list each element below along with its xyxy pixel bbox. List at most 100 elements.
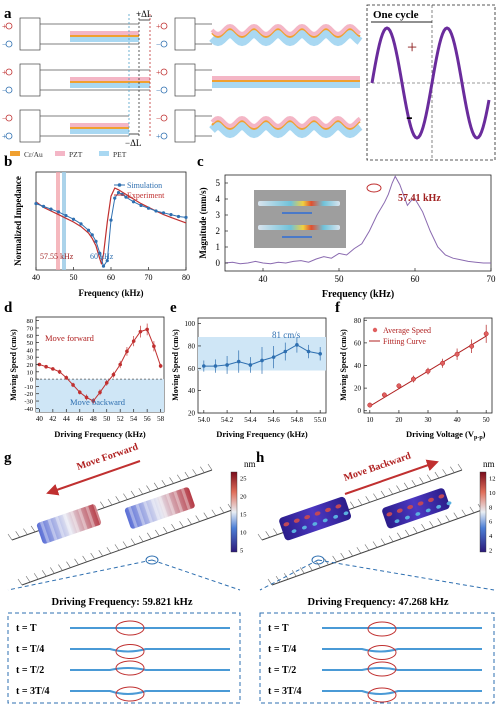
colorbar-ticks-g: 25 20 15 10 5: [240, 476, 247, 555]
move-forward-title: Move Forward: [75, 441, 140, 472]
polarity-plus: −: [156, 114, 161, 123]
hatch-line: [7, 533, 13, 541]
tick-label: 100: [185, 320, 196, 328]
hatch-line: [437, 518, 442, 525]
hatch-line: [122, 541, 128, 548]
tick-label: 80: [182, 273, 190, 282]
polarity-plus: +: [2, 22, 7, 31]
hatch-line: [200, 466, 205, 473]
hatch-line: [153, 482, 159, 490]
colorbar-tick: 6: [489, 519, 493, 526]
robot-body: [279, 496, 352, 541]
hatch-line: [265, 531, 270, 538]
data-point: [260, 358, 264, 363]
point-simulation: [146, 206, 151, 210]
tick-label: 10: [366, 416, 374, 424]
colorbar-ticks-h: 12 10 8 6 4 2: [489, 476, 496, 555]
pet-layer: [70, 37, 139, 42]
robot-left-g: [36, 503, 103, 544]
panel-a: a + − + − − + +ΔL −ΔL Cr/Au PZT PET + − + − − + On…: [2, 4, 496, 161]
contact-marker: [115, 686, 145, 702]
move-backward-arrow: [344, 459, 439, 495]
hotspot: [407, 504, 414, 510]
terminal-minus: [5, 40, 13, 48]
hatch-line: [146, 485, 151, 492]
circuit-box: [19, 109, 41, 143]
pet-layer: [70, 129, 129, 134]
hatch-line: [380, 490, 386, 498]
tick-label: 20: [354, 385, 362, 393]
hatch-line: [357, 498, 363, 506]
data-point: [91, 399, 96, 403]
data-point: [131, 339, 136, 343]
polarity-plus: +: [2, 68, 7, 77]
robot-body: [382, 488, 450, 529]
colorbar-g: [230, 471, 238, 553]
hotspot: [394, 519, 400, 524]
hatch-line: [130, 538, 136, 545]
hatch-line: [107, 498, 113, 506]
tick-label: 10: [27, 369, 34, 376]
legend-swatch-crau: [10, 151, 20, 156]
terminal-plus: [160, 68, 168, 76]
tick-label: -30: [24, 399, 33, 406]
data-point: [483, 331, 489, 337]
point-simulation: [49, 207, 53, 211]
panel-letter-c: c: [197, 154, 204, 170]
hatch-line: [372, 541, 378, 548]
point-simulation: [139, 203, 143, 208]
tick-label: 54: [130, 415, 138, 423]
hatch-line: [300, 567, 305, 574]
tick-label: 60: [354, 339, 362, 347]
terminal-minus: [160, 40, 168, 48]
tick-label: 1: [216, 242, 221, 252]
colorbar-tick: 5: [240, 548, 243, 555]
cycle-frame: [366, 4, 496, 161]
hatch-line: [348, 549, 354, 557]
wire: [195, 23, 212, 45]
crau-layer: [70, 81, 150, 83]
contact-marker: [115, 620, 145, 636]
pet-layer: [209, 121, 363, 139]
terminal-plus: [5, 68, 13, 76]
annotation-57-55: 57.55 kHz: [40, 252, 74, 261]
hatch-line: [388, 488, 394, 495]
terminal-plus: [5, 22, 13, 30]
pzt-layer: [70, 77, 150, 81]
hotspot: [425, 508, 431, 513]
wire: [40, 23, 139, 45]
driving-frequency-g: Driving Frequency: 59.821 kHz: [52, 597, 193, 608]
thermal-scale: [282, 212, 312, 214]
point-simulation: [131, 200, 136, 204]
panel-letter-d: d: [4, 300, 13, 316]
tick-label: 30: [27, 355, 34, 362]
polarity-minus: +: [2, 132, 7, 141]
ticks-f: 10 20 30 40 50 0 20 40 60 80: [354, 317, 490, 424]
colorbar-tick: 25: [240, 476, 247, 483]
legend-avg: Average Speed: [383, 326, 431, 335]
point-simulation: [71, 217, 76, 221]
hotspot: [333, 514, 339, 519]
tick-label: 50: [27, 340, 34, 347]
hotspot: [415, 512, 421, 516]
tick-label: 80: [188, 342, 196, 350]
pzt-layer: [210, 23, 362, 37]
ticks-c: 40 50 60 70 0 1 2 3 4 5: [216, 178, 497, 284]
polarity-minus: −: [156, 86, 161, 95]
circuit-box: [174, 109, 196, 143]
hatch-line: [340, 552, 345, 560]
hatch-line: [130, 490, 136, 498]
panel-letter-h: h: [256, 450, 265, 466]
data-point: [57, 370, 62, 374]
phase-sequence-h: t = T t = T/4 t = T/2 t = 3T/4: [268, 621, 482, 703]
stripe: [39, 521, 50, 544]
plot-c: [224, 175, 491, 265]
point-simulation: [64, 213, 68, 218]
tick-label: 20: [395, 416, 403, 424]
crau-layer: [70, 127, 129, 129]
hotspot: [438, 494, 445, 499]
stripe: [165, 493, 176, 516]
hatch-line: [179, 521, 184, 528]
point-simulation: [56, 210, 61, 214]
peak-marker: [366, 183, 382, 193]
